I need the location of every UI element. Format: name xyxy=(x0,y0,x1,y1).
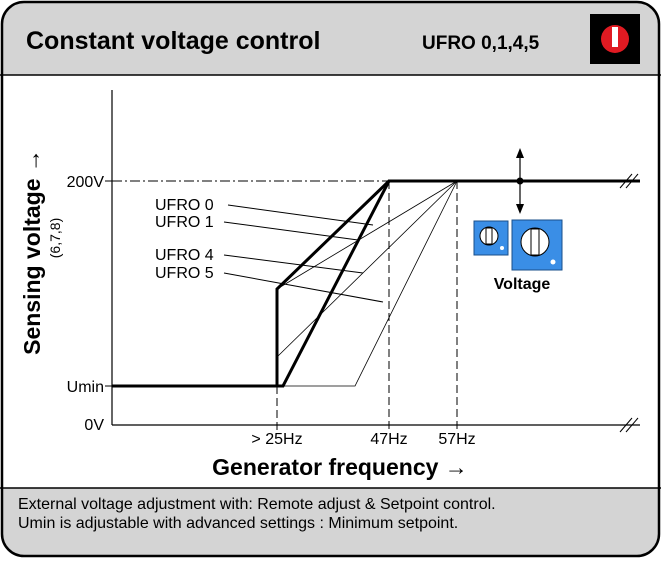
footer-line: Umin is adjustable with advanced setting… xyxy=(18,515,458,532)
dial-digit: 9 xyxy=(606,16,611,26)
x-axis-title: Generator frequency → xyxy=(212,454,468,480)
y-axis-title: Sensing voltage → xyxy=(19,149,45,355)
curve-label: UFRO 5 xyxy=(155,265,214,282)
dial-digit: 1 xyxy=(628,23,633,33)
header-band xyxy=(2,2,659,75)
x-label: > 25Hz xyxy=(251,431,302,448)
code: UFRO 0,1,4,5 xyxy=(422,33,540,54)
dial-digit: 4 xyxy=(619,52,624,62)
dial-digit: 8 xyxy=(597,23,602,33)
y-label: 200V xyxy=(67,174,105,191)
curve-label: UFRO 1 xyxy=(155,214,214,231)
curve-label: UFRO 0 xyxy=(155,197,214,214)
dial-digit: 0 xyxy=(618,16,623,26)
x-label: 47Hz xyxy=(370,431,407,448)
footer-line: External voltage adjustment with: Remote… xyxy=(18,496,496,513)
title: Constant voltage control xyxy=(26,27,320,55)
y-axis-subtitle: (6,7,8) xyxy=(47,218,63,258)
curve-label: UFRO 4 xyxy=(155,247,214,264)
voltage-icons xyxy=(473,219,563,271)
control-label: Voltage xyxy=(494,276,551,293)
dial-digit: 6 xyxy=(597,45,602,55)
dial-digit: 5 xyxy=(607,52,612,62)
footer-band xyxy=(2,488,659,556)
y-label: 0V xyxy=(84,417,104,434)
dial-digit: 7 xyxy=(593,34,598,44)
dial-digit: 3 xyxy=(628,45,633,55)
y-label: Umin xyxy=(67,379,104,396)
dial-digit: 2 xyxy=(631,34,636,44)
x-label: 57Hz xyxy=(438,431,475,448)
